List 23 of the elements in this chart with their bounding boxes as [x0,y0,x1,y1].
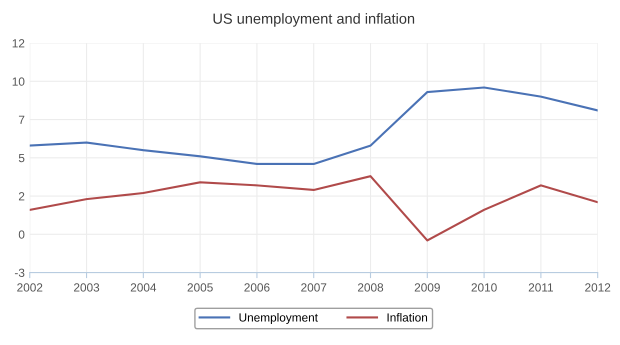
y-tick-label: 5 [18,154,24,162]
x-tick-label: 2004 [130,283,156,292]
legend-label: Unemployment [240,313,318,324]
y-tick-label: 12 [12,39,24,48]
y-tick-label: 7 [18,116,24,124]
chart-title: US unemployment and inflation [214,13,414,27]
x-tick-label: 2003 [74,283,100,292]
y-tick-label: -3 [14,268,24,277]
x-tick-label: 2006 [244,283,270,292]
x-tick-label: 2011 [528,283,554,292]
x-tick-label: 2010 [472,283,497,292]
x-tick-label: 2009 [414,283,440,292]
x-tick-label: 2012 [585,283,610,292]
x-tick-label: 2008 [358,283,384,292]
line-series [30,175,598,242]
line-series [30,86,598,165]
x-tick-label: 2005 [188,283,213,292]
y-tick-label: 2 [18,192,24,200]
x-tick-label: 2002 [17,283,42,292]
legend-label: Inflation [388,313,428,322]
y-tick-label: 0 [18,230,24,239]
x-tick-label: 2007 [301,283,326,292]
y-tick-label: 10 [12,77,24,86]
